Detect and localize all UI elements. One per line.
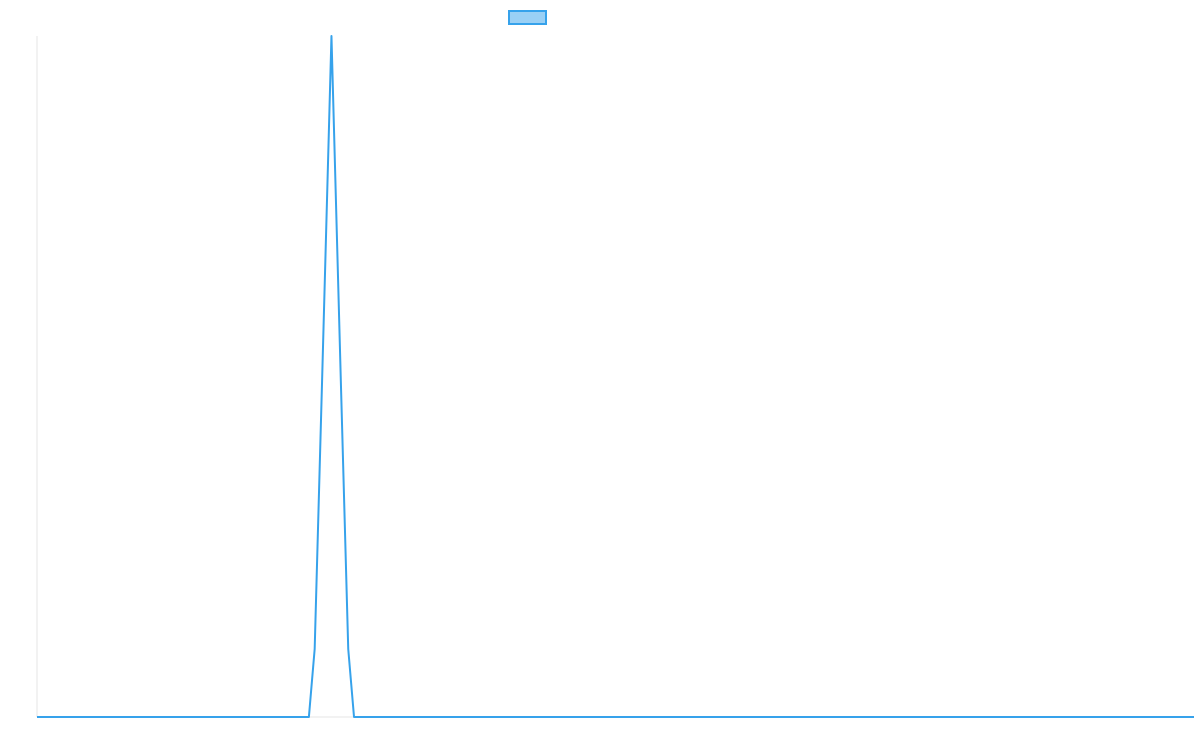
legend-swatch [508, 10, 547, 25]
series-layer [37, 35, 1194, 718]
legend[interactable] [508, 10, 553, 25]
series-line-0[interactable] [37, 35, 1194, 718]
